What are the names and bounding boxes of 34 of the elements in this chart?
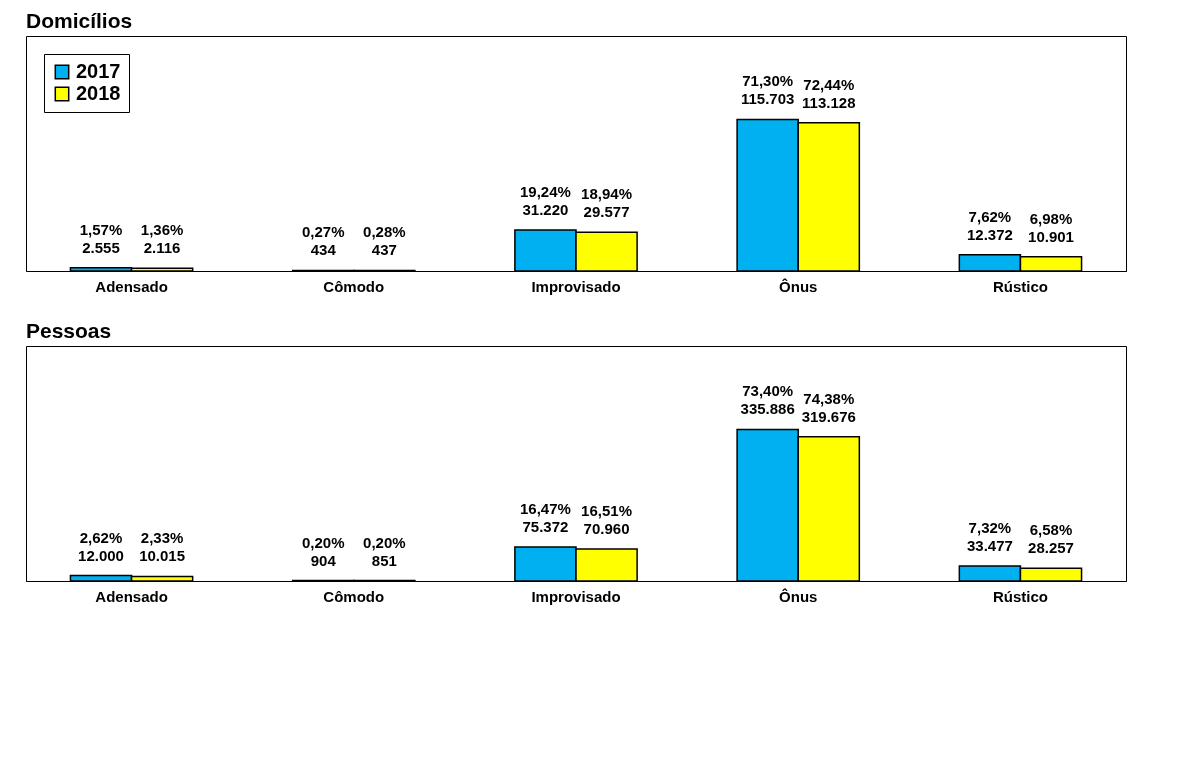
data-label: 2,33% 10.015 xyxy=(139,529,186,565)
data-label: 0,20% 904 xyxy=(301,533,345,569)
x-tick-label: Rústico xyxy=(992,587,1048,605)
data-label: 71,30% 115.703 xyxy=(740,72,795,108)
x-tick-label: Improvisado xyxy=(531,587,621,605)
data-label: 2,62% 12.000 xyxy=(78,528,124,564)
data-label: 0,27% 434 xyxy=(301,223,345,259)
x-tick-label: Adensado xyxy=(95,277,168,295)
legend-label: 2017 xyxy=(76,60,121,82)
data-label: 18,94% 29.577 xyxy=(581,185,632,221)
data-label: 0,28% 437 xyxy=(363,223,406,259)
data-label: 16,51% 70.960 xyxy=(581,501,632,537)
x-tick-label: Rústico xyxy=(992,277,1048,295)
data-label: 7,62% 12.372 xyxy=(966,207,1013,243)
legend-label: 2018 xyxy=(76,82,121,104)
chart-title: Pessoas xyxy=(26,319,112,342)
data-label: 0,20% 851 xyxy=(363,533,406,569)
x-tick-label: Cômodo xyxy=(323,277,385,295)
data-label: 16,47% 75.372 xyxy=(520,499,571,535)
x-tick-label: Improvisado xyxy=(531,277,621,295)
x-tick-label: Cômodo xyxy=(323,587,385,605)
data-label: 74,38% 319.676 xyxy=(801,389,856,425)
data-label: 1,57% 2.555 xyxy=(79,220,123,256)
data-label: 72,44% 113.128 xyxy=(802,75,856,111)
data-label: 73,40% 335.886 xyxy=(740,382,795,418)
x-tick-label: Adensado xyxy=(95,587,168,605)
x-tick-label: Ônus xyxy=(779,587,818,605)
data-label: 6,58% 28.257 xyxy=(1028,521,1074,557)
data-label: 19,24% 31.220 xyxy=(520,183,571,219)
data-label: 1,36% 2.116 xyxy=(140,221,184,257)
chart-title: Domicílios xyxy=(26,9,133,32)
data-label: 7,32% 33.477 xyxy=(966,518,1013,554)
data-label: 6,98% 10.901 xyxy=(1028,209,1074,245)
x-tick-label: Ônus xyxy=(779,277,818,295)
